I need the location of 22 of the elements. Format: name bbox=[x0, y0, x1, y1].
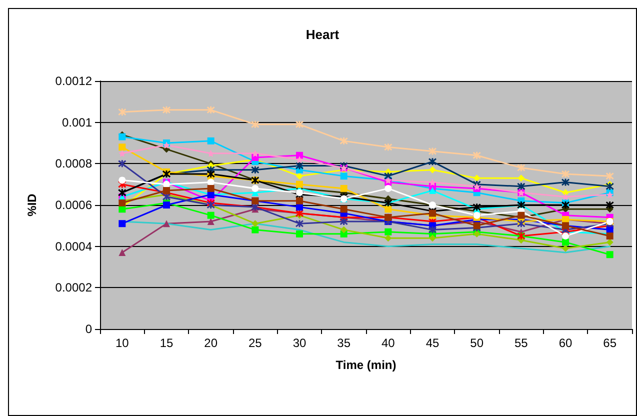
x-axis-title: Time (min) bbox=[336, 358, 396, 372]
x-tick-label: 60 bbox=[558, 336, 572, 350]
x-tick-label: 15 bbox=[160, 336, 174, 350]
chart-title: Heart bbox=[306, 27, 340, 42]
y-tick-label: 0.0006 bbox=[55, 198, 92, 212]
x-tick-label: 40 bbox=[381, 336, 396, 350]
x-tick-label: 50 bbox=[470, 336, 484, 350]
y-tick-label: 0.0012 bbox=[55, 74, 92, 88]
x-tick-label: 30 bbox=[292, 336, 306, 350]
y-tick-label: 0.0008 bbox=[55, 156, 92, 171]
x-tick-label: 20 bbox=[204, 336, 218, 350]
y-axis-title: %ID bbox=[25, 193, 39, 216]
y-tick-label: 0.001 bbox=[62, 115, 92, 130]
x-tick-label: 65 bbox=[603, 336, 617, 350]
x-tick-label: 25 bbox=[248, 336, 262, 350]
x-tick-label: 55 bbox=[514, 336, 528, 350]
x-tick-label: 10 bbox=[115, 336, 130, 350]
y-tick-label: 0.0004 bbox=[55, 239, 92, 254]
y-tick-label: 0 bbox=[85, 322, 92, 336]
x-tick-label: 45 bbox=[426, 336, 440, 350]
y-tick-label: 0.0002 bbox=[55, 280, 92, 295]
x-tick-label: 35 bbox=[337, 336, 351, 350]
